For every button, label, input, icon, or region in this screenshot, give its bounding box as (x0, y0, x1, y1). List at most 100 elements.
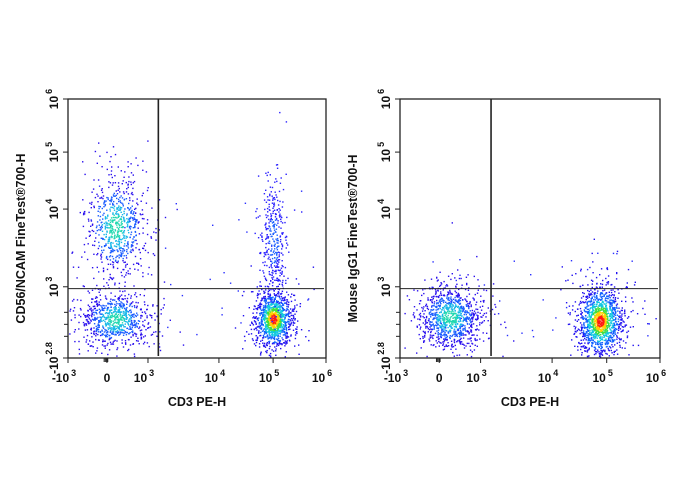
event-dot (119, 333, 121, 336)
event-dot (611, 312, 613, 314)
event-dot (612, 313, 614, 315)
event-dot (257, 292, 259, 295)
event-dot (624, 310, 626, 313)
event-dot (430, 316, 432, 318)
event-dot (610, 330, 613, 332)
event-dot (110, 292, 112, 294)
event-dot (440, 282, 442, 284)
event-dot (606, 341, 608, 344)
event-dot (429, 321, 431, 323)
event-dot (101, 207, 103, 210)
event-dot (134, 292, 137, 294)
event-dot (146, 233, 149, 236)
event-dot (599, 310, 601, 312)
event-dot (110, 173, 112, 176)
event-dot (604, 303, 606, 305)
event-dot (117, 189, 119, 191)
event-dot (117, 185, 120, 188)
event-dot (117, 297, 120, 299)
event-dot (88, 220, 90, 222)
event-dot (114, 260, 117, 262)
event-dot (103, 340, 105, 342)
event-dot (113, 207, 115, 209)
event-dot (605, 300, 608, 302)
event-dot (95, 312, 97, 314)
event-dot (112, 266, 115, 268)
event-dot (246, 331, 248, 333)
event-dot (101, 352, 103, 354)
event-dot (109, 227, 112, 229)
event-dot (115, 301, 117, 303)
event-dot (89, 340, 91, 342)
event-dot (604, 308, 607, 310)
event-dot (272, 210, 274, 212)
event-dot (129, 225, 131, 227)
event-dot (252, 291, 254, 293)
event-dot (574, 330, 576, 333)
event-dot (447, 317, 449, 319)
event-dot (422, 335, 424, 338)
event-dot (141, 217, 144, 220)
event-dot (621, 313, 623, 315)
event-dot (604, 330, 606, 332)
event-dot (131, 324, 134, 326)
event-dot (589, 321, 592, 324)
event-dot (293, 310, 295, 312)
event-dot (596, 322, 598, 324)
event-dot (262, 240, 264, 242)
event-dot (92, 311, 95, 314)
event-dot (120, 218, 123, 221)
event-dot (115, 316, 118, 318)
event-dot (276, 300, 278, 302)
event-dot (444, 310, 446, 313)
event-dot (279, 302, 281, 304)
event-dot (271, 329, 273, 331)
event-dot (440, 298, 442, 300)
event-dot (274, 328, 276, 331)
event-dot (621, 309, 623, 312)
event-dot (125, 272, 128, 274)
event-dot (609, 297, 611, 299)
event-dot (447, 291, 449, 293)
event-dot (127, 184, 129, 186)
event-dot (462, 320, 464, 323)
event-dot (473, 349, 476, 351)
event-dot (279, 306, 281, 309)
event-dot (116, 221, 118, 223)
event-dot (130, 207, 132, 209)
event-dot (146, 316, 148, 319)
event-dot (137, 340, 139, 342)
event-dot (269, 294, 272, 296)
event-dot (121, 183, 123, 185)
event-dot (119, 315, 121, 317)
event-dot (283, 299, 285, 302)
event-dot (277, 337, 280, 340)
event-dot (87, 290, 89, 292)
event-dot (94, 311, 96, 314)
event-dot (280, 239, 282, 241)
event-dot (283, 324, 285, 327)
event-dot (280, 321, 282, 324)
event-dot (263, 300, 265, 302)
event-dot (605, 302, 608, 304)
event-dot (209, 278, 211, 281)
event-dot (105, 322, 107, 324)
event-dot (614, 297, 617, 299)
event-dot (617, 310, 619, 312)
event-dot (284, 236, 287, 239)
event-dot (99, 313, 102, 315)
event-dot (106, 282, 108, 284)
event-dot (279, 326, 282, 329)
event-dot (286, 332, 288, 334)
event-dot (259, 252, 262, 255)
event-dot (621, 300, 623, 302)
event-dot (269, 293, 271, 296)
event-dot (426, 322, 429, 324)
event-dot (112, 221, 114, 223)
event-dot (127, 247, 130, 249)
event-dot (278, 278, 280, 281)
event-dot (97, 327, 99, 329)
event-dot (448, 296, 450, 299)
event-dot (457, 269, 459, 271)
event-dot (599, 303, 601, 305)
